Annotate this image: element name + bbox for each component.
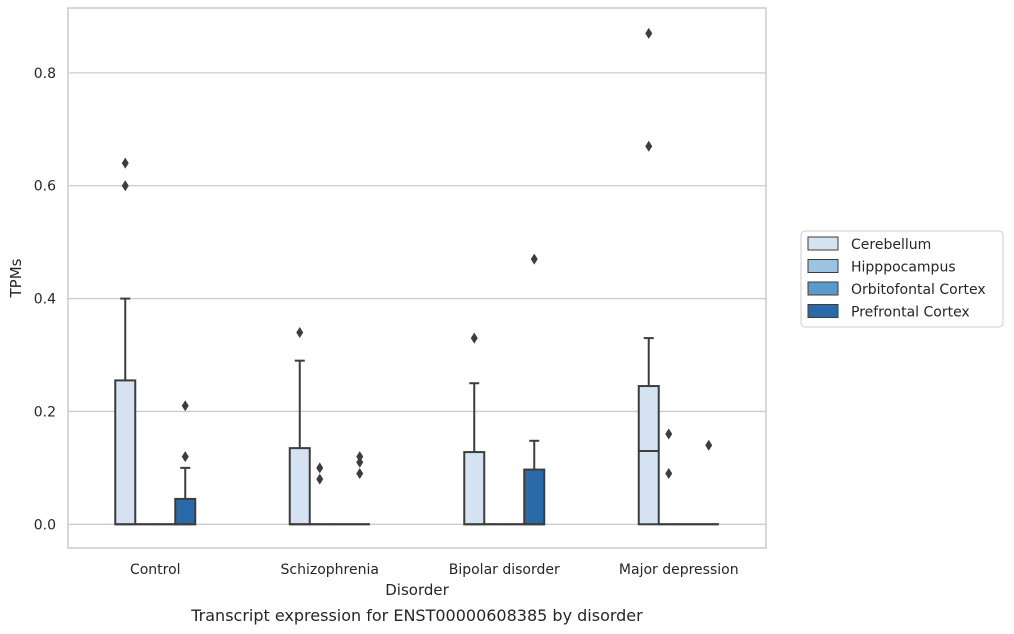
outlier-point — [356, 456, 364, 468]
outlier-point — [645, 140, 653, 152]
box — [523, 468, 546, 526]
outlier-point — [705, 439, 713, 451]
legend-label: Orbitofontal Cortex — [851, 282, 986, 298]
outlier-point — [530, 253, 538, 265]
x-tick-label: Schizophrenia — [281, 562, 379, 578]
x-axis-label: Disorder — [385, 581, 449, 599]
y-tick-label: 0.2 — [34, 404, 56, 420]
box-element — [174, 400, 197, 526]
y-tick-label: 0.0 — [34, 517, 56, 533]
y-axis-label: TPMs — [7, 258, 25, 298]
legend: Cerebellum Hipppocampus Orbitofontal Corte… — [800, 230, 1004, 328]
box-element — [463, 332, 486, 526]
outlier-point — [316, 462, 324, 474]
plot-frame — [67, 7, 767, 549]
box — [463, 451, 486, 526]
legend-items: Cerebellum Hipppocampus Orbitofontal Corte… — [807, 236, 986, 321]
box-element — [309, 462, 330, 526]
outlier-point — [470, 332, 478, 344]
outlier-point — [181, 400, 189, 412]
box — [288, 447, 311, 526]
grid-lines — [68, 72, 766, 525]
y-tick-label: 0.8 — [34, 66, 56, 82]
outlier-point — [356, 451, 364, 463]
outlier-point — [121, 180, 129, 192]
boxes — [114, 27, 719, 526]
y-tick-label: 0.4 — [34, 292, 56, 308]
outlier-point — [665, 468, 673, 480]
outlier-point — [296, 326, 304, 338]
box-element — [698, 439, 719, 526]
box-element — [114, 157, 137, 526]
x-axis-ticks: Control Schizophrenia Bipolar disorder Majo… — [130, 562, 739, 578]
legend-frame — [800, 230, 1004, 328]
legend-swatch — [807, 259, 839, 273]
box-element — [658, 428, 679, 526]
outlier-point — [316, 473, 324, 485]
box — [114, 379, 137, 526]
legend-label: Prefrontal Cortex — [851, 305, 970, 321]
x-tick-label: Control — [130, 562, 181, 578]
y-tick-label: 0.6 — [34, 179, 56, 195]
box-element — [349, 451, 370, 526]
box — [637, 385, 660, 526]
outlier-point — [665, 428, 673, 440]
legend-label: Hipppocampus — [851, 260, 956, 276]
outlier-point — [181, 451, 189, 463]
legend-swatch — [807, 281, 839, 296]
legend-swatch — [807, 304, 839, 318]
box-element — [523, 253, 546, 526]
box-element — [288, 326, 311, 526]
legend-label: Cerebellum — [851, 237, 931, 253]
legend-swatch — [807, 236, 839, 251]
y-axis-ticks: 0.0 0.2 0.4 0.6 0.8 — [34, 66, 56, 533]
figure-caption: Transcript expression for ENST0000060838… — [191, 606, 643, 625]
outlier-point — [645, 27, 653, 39]
outlier-point — [356, 468, 364, 480]
box-element — [637, 27, 660, 526]
outlier-point — [121, 157, 129, 169]
x-tick-label: Bipolar disorder — [449, 562, 560, 578]
box — [174, 497, 197, 526]
x-tick-label: Major depression — [619, 562, 739, 578]
